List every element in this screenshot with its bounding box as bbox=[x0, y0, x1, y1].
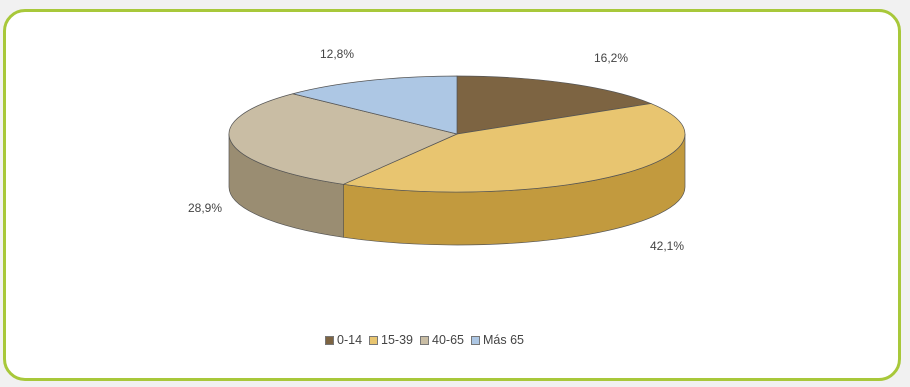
legend-swatch bbox=[325, 335, 334, 345]
legend-swatch bbox=[369, 335, 379, 345]
legend-label: 0-14 bbox=[337, 333, 363, 347]
legend-item: 40-65 bbox=[420, 333, 464, 347]
legend-item: 15-39 bbox=[369, 333, 413, 347]
legend-item: Más 65 bbox=[471, 333, 524, 347]
legend-label: Más 65 bbox=[483, 333, 524, 347]
slice-value-label: 42,1% bbox=[650, 239, 684, 253]
legend-label: 40-65 bbox=[432, 333, 464, 347]
legend-label: 15-39 bbox=[381, 333, 414, 347]
slice-value-label: 28,9% bbox=[188, 201, 222, 215]
legend-item: 0-14 bbox=[325, 333, 362, 347]
slice-value-label: 12,8% bbox=[320, 47, 354, 61]
legend-swatch bbox=[471, 335, 480, 345]
chart-legend: 0-14 15-39 40-65 Más 65 bbox=[325, 333, 524, 347]
slice-value-label: 16,2% bbox=[594, 51, 628, 65]
legend-swatch bbox=[420, 335, 430, 345]
pie-slice-0-14 bbox=[456, 75, 653, 135]
pie-slice-15-39 bbox=[342, 103, 686, 193]
pie-slice-más-65 bbox=[292, 75, 458, 135]
pie-slice-40-65 bbox=[228, 93, 459, 185]
